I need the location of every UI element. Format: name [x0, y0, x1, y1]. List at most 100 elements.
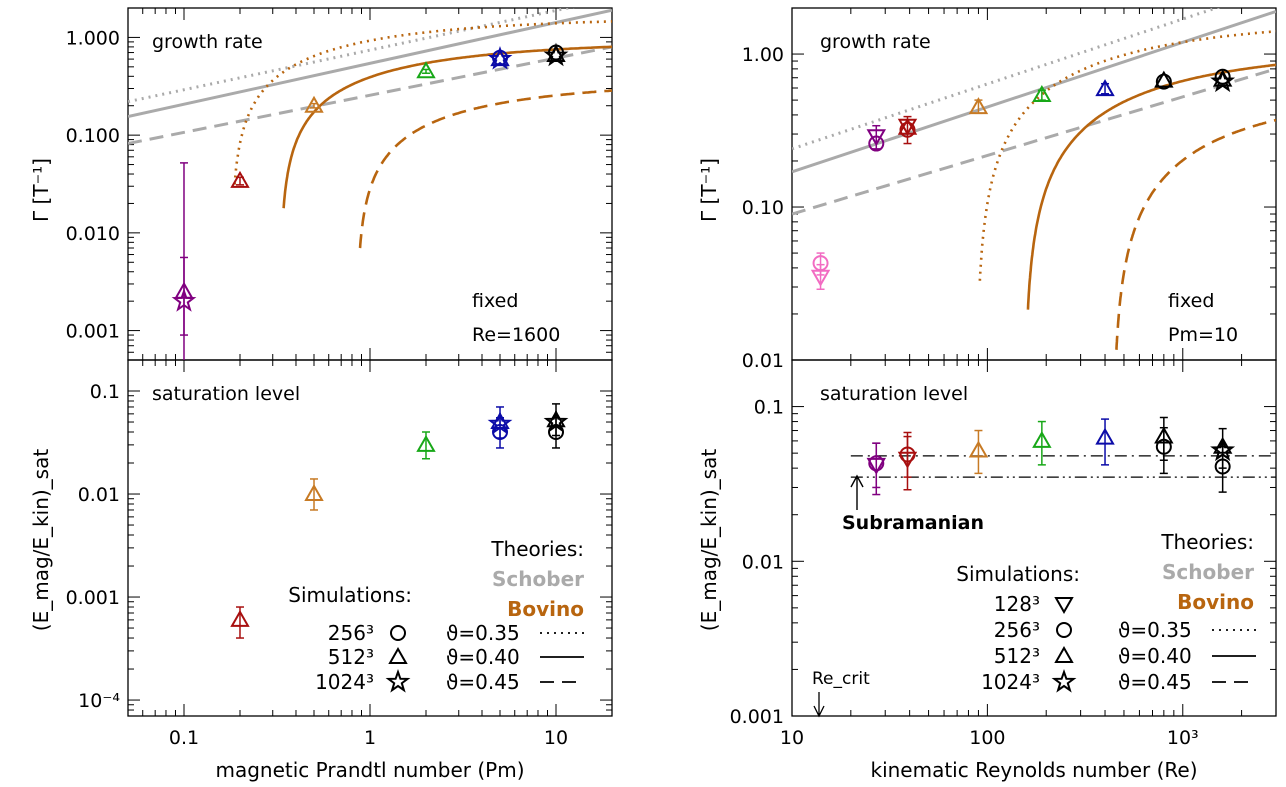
data-point-star [543, 42, 569, 67]
left-legend-res-256: 256³ [328, 621, 374, 645]
simulation-points [171, 42, 1236, 639]
bovino-curve-theta-0.4 [1026, 63, 1276, 310]
legend-marker-256 [1056, 622, 1072, 638]
data-point-triangle [546, 45, 566, 63]
left-legend-theories-title: Theories: [490, 537, 584, 561]
data-point-triangle [1032, 430, 1052, 448]
data-point-triangle [416, 434, 436, 452]
right-bottom-plot-frame [791, 359, 1277, 717]
data-point-triangle [230, 170, 250, 188]
left-top-panel-title: growth rate [152, 31, 263, 53]
right-top-fixed-label: fixed [1168, 290, 1214, 312]
data-point-tri-down [866, 457, 887, 475]
right-legend-res-256: 256³ [994, 618, 1040, 642]
data-point-triangle [490, 49, 510, 67]
right-x-axis-label: kinematic Reynolds number (Re) [870, 758, 1197, 782]
legend-marker-1024 [1051, 668, 1077, 693]
legend-marks [385, 597, 1256, 693]
data-point-triangle [304, 484, 324, 502]
data-point-star [1210, 437, 1236, 462]
recrit-arrow [813, 692, 825, 718]
left-legend-theta-045: ϑ=0.45 [446, 670, 520, 694]
data-point-star [487, 46, 513, 70]
legend-marker-1024 [385, 668, 411, 693]
x-tick-label: 10 [544, 727, 568, 749]
legend-marker-512 [388, 646, 408, 664]
axis-ticks: 0.1 1 10 10 100 10³ 1.000 0.100 0.010 0.001 0.1 0.0… [66, 7, 1277, 749]
data-point-triangle [416, 61, 436, 79]
left-legend-res-1024: 1024³ [315, 670, 374, 694]
legend-marker-512 [1054, 645, 1074, 663]
bovino-curve-theta-0.35 [978, 30, 1276, 281]
right-top-panel-title: growth rate [820, 31, 931, 53]
right-legend-theta-035: ϑ=0.35 [1118, 618, 1192, 642]
y-tick-label: 0.01 [742, 551, 784, 573]
data-point-tri-down [897, 451, 918, 469]
data-point-triangle [1212, 436, 1233, 454]
data-point-star [487, 410, 513, 435]
data-point-star [543, 408, 569, 433]
y-tick-label: 0.1 [90, 381, 120, 403]
left-bottom-y-axis-label: (E_mag/E_kin)_sat [29, 449, 53, 632]
y-tick-label: 0.001 [66, 321, 120, 343]
left-legend-schober: Schober [492, 567, 584, 591]
theory-curves [128, 8, 1276, 478]
right-legend-simulations-title: Simulations: [956, 562, 1080, 586]
right-legend-theories-title: Theories: [1160, 530, 1254, 554]
data-point-triangle [1032, 84, 1052, 102]
data-point-tri-down [897, 118, 918, 136]
y-tick-label: 0.010 [66, 223, 120, 245]
schober-curve-theta-0.45 [792, 67, 1276, 216]
data-point-triangle [1095, 79, 1115, 97]
x-tick-label: 1 [364, 727, 376, 749]
data-point-star [1210, 68, 1236, 93]
y-tick-label: 1.000 [66, 27, 120, 49]
right-top-y-axis-label: Γ [T⁻¹] [697, 158, 721, 222]
legend-marker-128 [1054, 597, 1074, 615]
data-point-circle [899, 121, 916, 138]
y-tick-label: 0.001 [730, 706, 784, 728]
data-point-triangle [968, 440, 989, 458]
schober-curve-theta-0.4 [128, 8, 612, 119]
subramanian-label: Subramanian [842, 512, 984, 534]
right-bottom-panel-title: saturation level [820, 383, 968, 405]
left-top-fixed-label: fixed [472, 290, 518, 312]
y-tick-label: 0.001 [66, 587, 120, 609]
y-tick-label: 0.10 [742, 197, 784, 219]
schober-curve-theta-0.35 [792, 8, 1221, 151]
right-legend-schober: Schober [1162, 560, 1254, 584]
x-tick-label: 100 [969, 727, 1005, 749]
left-x-axis-label: magnetic Prandtl number (Pm) [215, 758, 524, 782]
bovino-curve-theta-0.45 [358, 89, 612, 249]
right-top-fixed-value: Pm=10 [1168, 324, 1238, 346]
right-legend-res-128: 128³ [994, 592, 1040, 616]
right-bottom-y-axis-label: (E_mag/E_kin)_sat [697, 449, 721, 632]
data-point-tri-down [810, 269, 831, 287]
right-legend-res-512: 512³ [994, 644, 1040, 668]
right-legend-theta-040: ϑ=0.40 [1118, 644, 1192, 668]
bovino-curve-theta-0.45 [1115, 118, 1276, 351]
y-tick-label: 1.00 [742, 44, 784, 66]
y-tick-label: 0.01 [742, 350, 784, 372]
left-legend-theta-035: ϑ=0.35 [446, 621, 520, 645]
right-legend-theta-045: ϑ=0.45 [1118, 670, 1192, 694]
x-tick-label: 10³ [1167, 727, 1199, 749]
x-tick-label: 0.1 [169, 727, 199, 749]
left-top-y-axis-label: Γ [T⁻¹] [29, 158, 53, 222]
data-point-triangle [1154, 426, 1174, 444]
y-tick-label: 10⁻⁴ [78, 690, 120, 712]
schober-curve-theta-0.4 [792, 9, 1276, 174]
schober-curve-theta-0.45 [128, 45, 612, 146]
right-legend-res-1024: 1024³ [981, 670, 1040, 694]
left-legend-bovino: Bovino [507, 597, 584, 621]
subramanian-arrow [850, 474, 864, 510]
data-point-triangle [968, 97, 989, 115]
y-tick-label: 0.1 [754, 397, 784, 419]
x-tick-label: 10 [780, 727, 804, 749]
y-tick-label: 0.01 [78, 484, 120, 506]
left-legend-res-512: 512³ [328, 645, 374, 669]
recrit-label: Re_crit [812, 669, 870, 689]
data-point-triangle [230, 609, 250, 627]
left-legend-simulations-title: Simulations: [288, 583, 412, 607]
